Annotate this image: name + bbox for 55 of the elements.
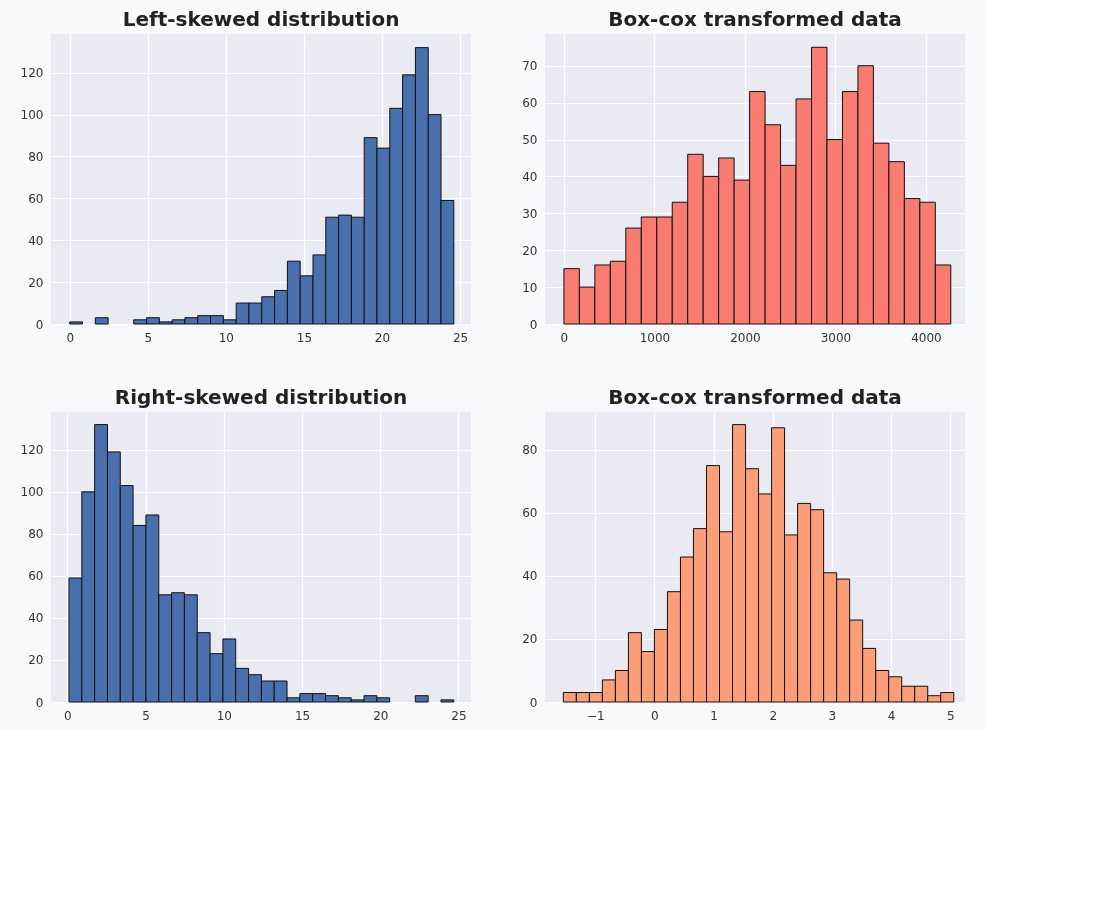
x-tick-label: 20 xyxy=(374,330,391,345)
y-tick-label: 50 xyxy=(522,133,538,148)
x-tick-label: 10 xyxy=(216,708,232,723)
y-tick-label: 0 xyxy=(529,695,538,710)
x-tick-label: 15 xyxy=(294,708,311,723)
x-tick-label: 4000 xyxy=(911,330,942,345)
x-tick-label: −1 xyxy=(586,708,605,723)
x-tick-label: 25 xyxy=(452,330,469,345)
x-tick-label: 0 xyxy=(651,708,659,723)
x-tick-label: 20 xyxy=(373,708,389,723)
y-tick-label: 0 xyxy=(529,317,538,332)
y-tick-label: 120 xyxy=(20,443,44,458)
y-tick-label: 80 xyxy=(522,443,538,458)
y-tick-label: 40 xyxy=(522,169,538,184)
x-tick-label: 4 xyxy=(887,708,896,723)
x-tick-label: 0 xyxy=(560,330,569,345)
x-tick-label: 15 xyxy=(296,330,313,345)
y-tick-label: 60 xyxy=(28,191,44,206)
y-tick-label: 80 xyxy=(28,149,44,164)
x-tick-label: 2 xyxy=(769,708,778,723)
x-tick-label: 0 xyxy=(66,330,75,345)
y-tick-label: 100 xyxy=(20,108,44,123)
y-tick-label: 10 xyxy=(522,280,538,295)
y-tick-label: 60 xyxy=(522,96,538,111)
chart-title: Box-cox transformed data xyxy=(608,7,902,31)
y-tick-label: 100 xyxy=(20,485,44,500)
x-tick-label: 3 xyxy=(828,708,837,723)
y-tick-label: 40 xyxy=(522,569,538,584)
x-tick-label: 3000 xyxy=(820,330,852,345)
y-tick-label: 120 xyxy=(20,66,44,81)
y-tick-label: 20 xyxy=(28,275,44,290)
y-tick-label: 0 xyxy=(35,695,44,710)
x-tick-label: 5 xyxy=(144,330,153,345)
x-tick-label: 10 xyxy=(218,330,235,345)
y-tick-label: 20 xyxy=(28,653,44,668)
y-tick-label: 20 xyxy=(522,632,538,647)
x-tick-label: 5 xyxy=(946,708,955,723)
chart-title: Box-cox transformed data xyxy=(608,385,902,409)
chart-title: Left-skewed distribution xyxy=(122,7,400,31)
x-tick-label: 1 xyxy=(710,708,718,723)
y-tick-label: 70 xyxy=(522,59,538,74)
x-tick-label: 2000 xyxy=(730,330,761,345)
x-tick-label: 1000 xyxy=(639,330,671,345)
y-tick-label: 60 xyxy=(522,506,538,521)
x-tick-label: 25 xyxy=(451,708,467,723)
y-tick-label: 40 xyxy=(28,611,44,626)
y-tick-label: 0 xyxy=(35,317,44,332)
chart-title: Right-skewed distribution xyxy=(114,385,408,409)
y-tick-label: 80 xyxy=(28,527,44,542)
y-tick-label: 60 xyxy=(28,569,44,584)
y-tick-label: 20 xyxy=(522,243,538,258)
x-tick-label: 0 xyxy=(64,708,72,723)
y-tick-label: 40 xyxy=(28,233,44,248)
y-tick-label: 30 xyxy=(522,206,538,221)
x-tick-label: 5 xyxy=(142,708,150,723)
